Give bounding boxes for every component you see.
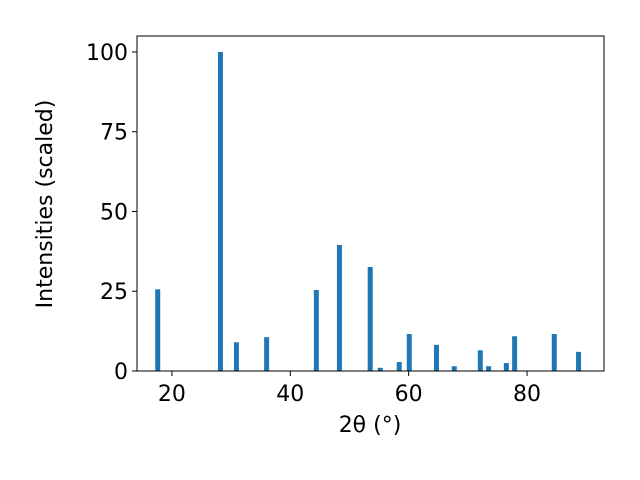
bar (233, 342, 239, 371)
bar (477, 350, 483, 371)
y-tick-label: 25 (100, 280, 128, 305)
bar (264, 337, 270, 371)
bar (503, 363, 509, 371)
bar (313, 289, 319, 371)
bar (512, 336, 518, 371)
bar (576, 351, 582, 371)
y-tick-label: 100 (86, 41, 128, 66)
bar (551, 333, 557, 371)
bar (155, 289, 161, 371)
bar (406, 333, 412, 371)
bar (486, 366, 492, 371)
bar (396, 362, 402, 371)
x-tick-label: 60 (395, 382, 423, 407)
bar (433, 344, 439, 371)
x-axis-label: 2θ (°) (339, 413, 402, 438)
plot-frame (136, 35, 605, 372)
bar (367, 266, 373, 371)
x-tick-label: 80 (513, 382, 541, 407)
bar (451, 366, 457, 371)
y-axis-label: Intensities (scaled) (33, 100, 58, 309)
bar (377, 367, 383, 371)
y-tick-label: 75 (100, 121, 128, 146)
y-tick-label: 50 (100, 200, 128, 225)
bar (336, 244, 342, 371)
y-tick-label: 0 (114, 360, 128, 385)
x-tick-label: 20 (158, 382, 186, 407)
x-tick-label: 40 (276, 382, 304, 407)
bar (217, 51, 223, 371)
